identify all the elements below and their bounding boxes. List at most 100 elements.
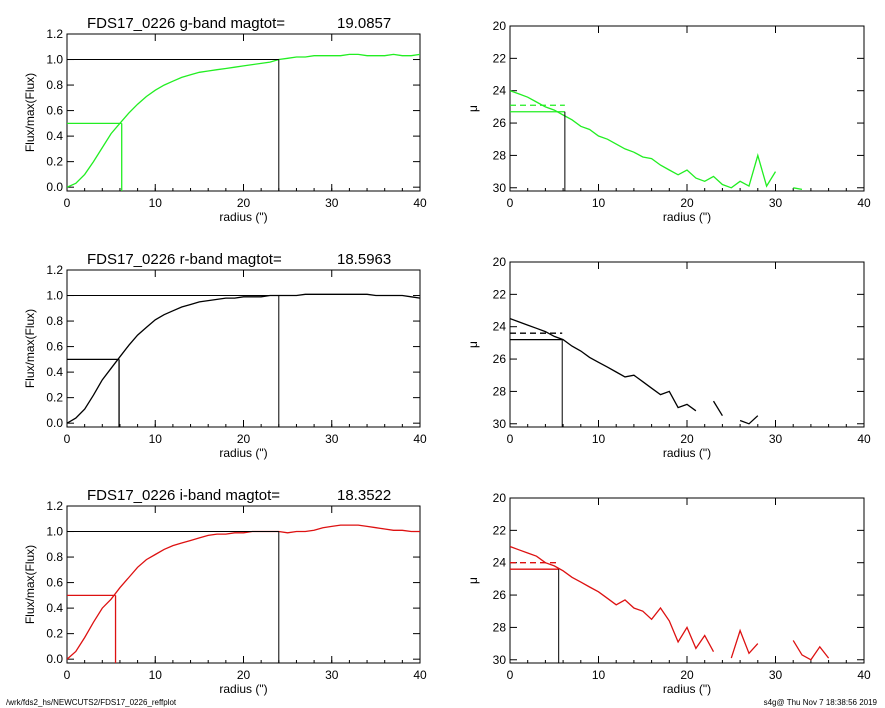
x-axis-label: radius (") bbox=[663, 682, 711, 696]
x-tick-label: 40 bbox=[857, 432, 871, 446]
x-tick-label: 40 bbox=[413, 432, 427, 446]
y-tick-label: 30 bbox=[493, 653, 507, 667]
y-tick-label: 26 bbox=[493, 588, 507, 602]
x-tick-label: 0 bbox=[507, 432, 514, 446]
panel-g-growth-curve: 0 10 20 30 40 0.0 0.2 0.4 0.6 0.8 1.0 1.2 radius (")… bbox=[23, 15, 427, 224]
y-tick-label: 20 bbox=[493, 19, 507, 33]
x-axis-label: radius (") bbox=[219, 682, 267, 696]
y-tick-label: 0.8 bbox=[46, 314, 63, 328]
y-tick-label: 28 bbox=[493, 148, 507, 162]
y-axis-label: μ bbox=[466, 577, 480, 584]
panel-i-growth-curve: 0 10 20 30 40 0.0 0.2 0.4 0.6 0.8 1.0 1.2 radius (")… bbox=[23, 487, 427, 696]
y-tick-label: 0.6 bbox=[46, 104, 63, 118]
y-axis-label: Flux/max(Flux) bbox=[23, 545, 37, 624]
panel-title: FDS17_0226 r-band magtot= bbox=[87, 251, 282, 268]
y-tick-label: 1.0 bbox=[46, 525, 63, 539]
x-tick-label: 10 bbox=[149, 432, 163, 446]
series-line-g bbox=[510, 91, 829, 190]
y-tick-label: 0.6 bbox=[46, 576, 63, 590]
x-axis-label: radius (") bbox=[219, 210, 267, 224]
y-tick-label: 1.0 bbox=[46, 53, 63, 67]
y-axis-label: Flux/max(Flux) bbox=[23, 73, 37, 152]
x-tick-label: 10 bbox=[592, 432, 606, 446]
plot-frame bbox=[509, 497, 865, 664]
x-tick-label: 20 bbox=[680, 432, 694, 446]
series-line-i bbox=[67, 524, 420, 660]
panel-i-surface-brightness: 0 10 20 30 40 20 22 24 26 28 30 radius (") μ bbox=[466, 491, 871, 696]
x-tick-label: 30 bbox=[325, 196, 339, 210]
panel-r-surface-brightness: 0 10 20 30 40 20 22 24 26 28 30 radius (") μ bbox=[466, 255, 871, 460]
y-tick-label: 0.4 bbox=[46, 365, 63, 379]
magtot-value: 19.0857 bbox=[337, 15, 391, 32]
y-tick-label: 22 bbox=[493, 51, 507, 65]
y-tick-label: 0.0 bbox=[46, 652, 63, 666]
y-axis-label: μ bbox=[466, 105, 480, 112]
x-tick-label: 30 bbox=[769, 196, 783, 210]
y-tick-label: 22 bbox=[493, 523, 507, 537]
footer-file-path: /wrk/fds2_hs/NEWCUTS2/FDS17_0226_reffplo… bbox=[6, 698, 177, 707]
y-tick-label: 1.2 bbox=[46, 263, 63, 277]
y-tick-label: 24 bbox=[493, 556, 507, 570]
y-tick-label: 0.4 bbox=[46, 601, 63, 615]
x-tick-label: 0 bbox=[64, 432, 71, 446]
x-tick-label: 20 bbox=[237, 432, 251, 446]
y-axis-label: Flux/max(Flux) bbox=[23, 309, 37, 388]
series-line-i bbox=[510, 547, 846, 660]
x-tick-label: 40 bbox=[413, 668, 427, 682]
y-tick-label: 20 bbox=[493, 491, 507, 505]
x-tick-label: 10 bbox=[149, 196, 163, 210]
y-tick-label: 24 bbox=[493, 320, 507, 334]
x-tick-label: 0 bbox=[507, 196, 514, 210]
x-tick-label: 20 bbox=[237, 196, 251, 210]
y-tick-label: 26 bbox=[493, 352, 507, 366]
y-tick-label: 1.2 bbox=[46, 27, 63, 41]
y-tick-label: 0.0 bbox=[46, 180, 63, 194]
x-tick-label: 30 bbox=[325, 432, 339, 446]
panel-title: FDS17_0226 g-band magtot= bbox=[87, 15, 285, 32]
panel-title: FDS17_0226 i-band magtot= bbox=[87, 487, 280, 504]
y-tick-label: 0.0 bbox=[46, 416, 63, 430]
y-tick-label: 0.4 bbox=[46, 129, 63, 143]
panel-g-surface-brightness: 0 10 20 30 40 20 22 24 26 28 30 radius (") μ bbox=[466, 19, 871, 224]
x-axis-label: radius (") bbox=[219, 446, 267, 460]
footer-timestamp: s4g@ Thu Nov 7 18:38:56 2019 bbox=[763, 698, 877, 707]
y-tick-label: 26 bbox=[493, 116, 507, 130]
x-tick-label: 40 bbox=[857, 196, 871, 210]
x-tick-label: 0 bbox=[64, 668, 71, 682]
y-tick-label: 0.8 bbox=[46, 78, 63, 92]
x-tick-label: 20 bbox=[680, 196, 694, 210]
y-tick-label: 0.8 bbox=[46, 550, 63, 564]
y-tick-label: 28 bbox=[493, 384, 507, 398]
x-tick-label: 0 bbox=[507, 668, 514, 682]
x-tick-label: 20 bbox=[237, 668, 251, 682]
plot-frame bbox=[66, 33, 421, 192]
y-tick-label: 22 bbox=[493, 287, 507, 301]
x-tick-label: 40 bbox=[413, 196, 427, 210]
y-tick-label: 20 bbox=[493, 255, 507, 269]
plot-frame bbox=[509, 261, 865, 428]
series-line-r bbox=[510, 319, 811, 424]
plot-frame bbox=[66, 269, 421, 428]
y-tick-label: 0.2 bbox=[46, 391, 63, 405]
x-tick-label: 30 bbox=[769, 432, 783, 446]
magtot-value: 18.3522 bbox=[337, 487, 391, 504]
x-tick-label: 0 bbox=[64, 196, 71, 210]
x-axis-label: radius (") bbox=[663, 446, 711, 460]
series-line-r bbox=[67, 293, 420, 424]
y-tick-label: 0.6 bbox=[46, 340, 63, 354]
y-tick-label: 28 bbox=[493, 620, 507, 634]
x-axis-label: radius (") bbox=[663, 210, 711, 224]
y-tick-label: 30 bbox=[493, 181, 507, 195]
x-tick-label: 30 bbox=[769, 668, 783, 682]
x-tick-label: 10 bbox=[149, 668, 163, 682]
x-tick-label: 10 bbox=[592, 196, 606, 210]
y-axis-label: μ bbox=[466, 341, 480, 348]
series-line-g bbox=[67, 53, 420, 188]
plot-frame bbox=[66, 505, 421, 664]
y-tick-label: 1.0 bbox=[46, 289, 63, 303]
y-tick-label: 0.2 bbox=[46, 155, 63, 169]
y-tick-label: 24 bbox=[493, 84, 507, 98]
panel-r-growth-curve: 0 10 20 30 40 0.0 0.2 0.4 0.6 0.8 1.0 1.2 radius (")… bbox=[23, 251, 427, 460]
y-tick-label: 0.2 bbox=[46, 627, 63, 641]
y-tick-label: 30 bbox=[493, 417, 507, 431]
